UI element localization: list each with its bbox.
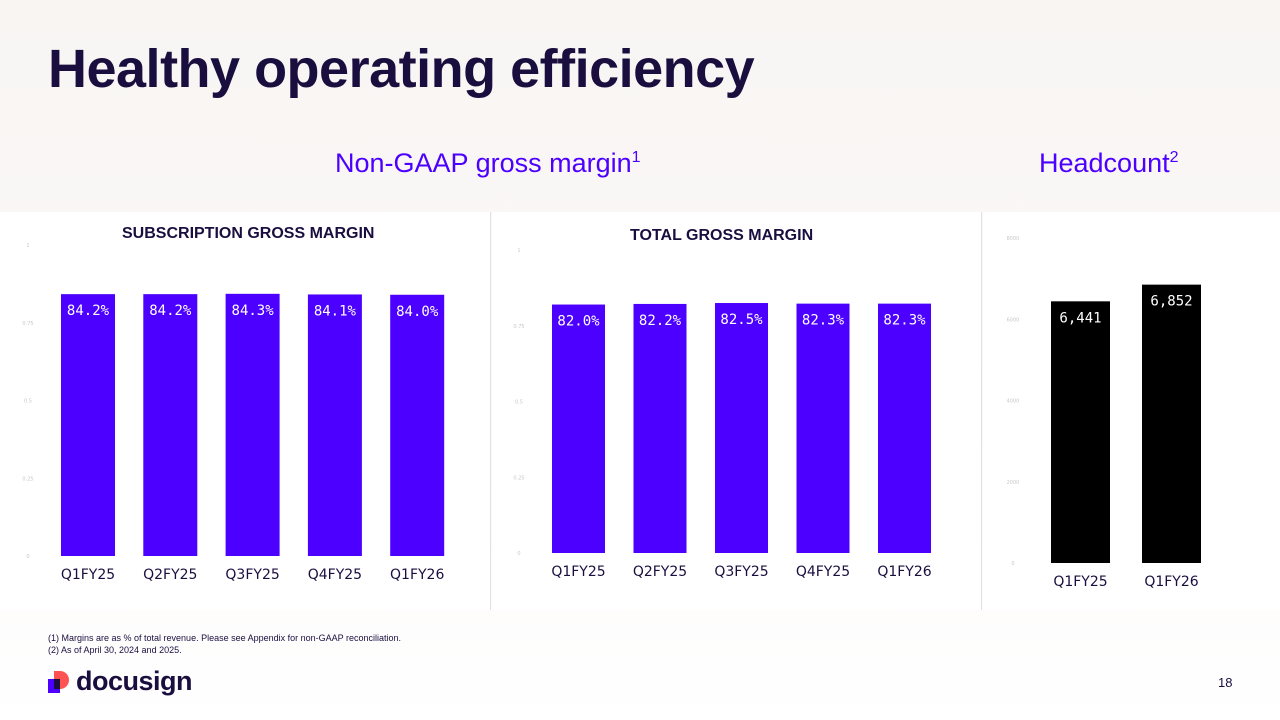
axis-tick-label: 4000 — [1007, 399, 1020, 405]
bar-q4fy25 — [796, 303, 850, 553]
section-title-headcount: Headcount2 — [1039, 148, 1179, 179]
headcount-chart-panel — [983, 212, 1280, 610]
axis-tick-label: 0.25 — [513, 475, 524, 481]
footnote-1: (1) Margins are as % of total revenue. P… — [48, 633, 402, 643]
category-label: Q1FY25 — [1053, 574, 1107, 590]
footnote-2: (2) As of April 30, 2024 and 2025. — [48, 645, 182, 655]
bar-q1fy26 — [878, 303, 931, 553]
bar-q2fy25 — [633, 303, 687, 553]
footnote-ref-1: 1 — [631, 149, 641, 166]
data-label: 84.2% — [67, 303, 110, 319]
section-label-headcount: Headcount — [1039, 148, 1170, 178]
headcount-chart: 0 2000 4000 6000 8000 6,441 Q1FY25 6,852 Q1FY26 — [1007, 236, 1201, 590]
axis-tick-label: 0.5 — [515, 400, 523, 406]
subscription-gross-margin-heading: SUBSCRIPTION GROSS MARGIN — [122, 225, 375, 242]
bar-q1fy25 — [1051, 301, 1110, 563]
section-title-gross-margin: Non-GAAP gross margin1 — [335, 148, 641, 179]
panel-divider — [981, 212, 982, 610]
axis-tick-label: 0.25 — [22, 476, 33, 482]
axis-tick-label: 1 — [26, 243, 29, 249]
bar-q4fy25 — [307, 294, 362, 556]
bar-q3fy25 — [715, 303, 768, 553]
axis-tick-label: 6000 — [1007, 317, 1020, 323]
category-label: Q1FY26 — [877, 564, 931, 580]
bar-q3fy25 — [225, 293, 280, 556]
footnote-ref-2: 2 — [1169, 149, 1179, 166]
category-label: Q1FY26 — [1144, 574, 1198, 590]
axis-tick-label: 8000 — [1007, 236, 1020, 242]
panel-divider — [490, 212, 491, 610]
total-gross-margin-chart: 0 0.25 0.5 0.75 1 82.0% Q1FY25 82.2% Q2FY25 82.5%… — [513, 248, 931, 580]
category-label: Q1FY25 — [61, 567, 115, 583]
data-label: 82.3% — [802, 313, 845, 329]
bar-q1fy26 — [390, 294, 445, 556]
category-label: Q2FY25 — [143, 567, 197, 583]
docusign-logo: docusign — [48, 666, 193, 697]
data-label: 6,852 — [1150, 294, 1192, 310]
category-label: Q4FY25 — [308, 567, 362, 583]
logo-text: docusign — [76, 666, 193, 696]
data-label: 82.5% — [720, 312, 763, 328]
category-label: Q1FY26 — [390, 567, 444, 583]
subscription-gross-margin-chart: 0 0.25 0.5 0.75 1 84.2% Q1FY25 84.2% Q2FY25 84.3%… — [22, 243, 444, 583]
bar-q2fy25 — [143, 294, 198, 556]
category-label: Q2FY25 — [633, 564, 687, 580]
category-label: Q1FY25 — [551, 564, 605, 580]
data-label: 82.3% — [883, 313, 926, 329]
axis-tick-label: 2000 — [1007, 480, 1020, 486]
page-title: Healthy operating efficiency — [48, 39, 755, 99]
axis-tick-label: 0 — [1011, 561, 1014, 567]
data-label: 82.2% — [639, 313, 682, 329]
data-label: 84.1% — [314, 303, 357, 319]
category-label: Q3FY25 — [225, 567, 279, 583]
category-label: Q4FY25 — [796, 564, 850, 580]
axis-tick-label: 0.75 — [513, 324, 524, 330]
section-label-gross-margin: Non-GAAP gross margin — [335, 148, 632, 178]
total-gross-margin-heading: TOTAL GROSS MARGIN — [630, 227, 814, 244]
axis-tick-label: 1 — [517, 248, 520, 254]
page-number: 18 — [1218, 675, 1233, 690]
bar-q1fy26 — [1142, 284, 1201, 563]
category-label: Q3FY25 — [714, 564, 768, 580]
data-label: 6,441 — [1059, 310, 1101, 326]
bar-q1fy25 — [61, 294, 115, 556]
data-label: 84.3% — [232, 303, 275, 319]
axis-tick-label: 0.75 — [22, 321, 33, 327]
axis-tick-label: 0 — [517, 551, 520, 557]
data-label: 82.0% — [557, 314, 600, 330]
axis-tick-label: 0 — [26, 554, 29, 560]
bar-q1fy25 — [552, 304, 605, 553]
docusign-logo-icon — [48, 670, 70, 693]
data-label: 84.2% — [149, 303, 192, 319]
footnotes: (1) Margins are as % of total revenue. P… — [48, 632, 401, 656]
data-label: 84.0% — [396, 304, 439, 320]
axis-tick-label: 0.5 — [24, 399, 32, 405]
